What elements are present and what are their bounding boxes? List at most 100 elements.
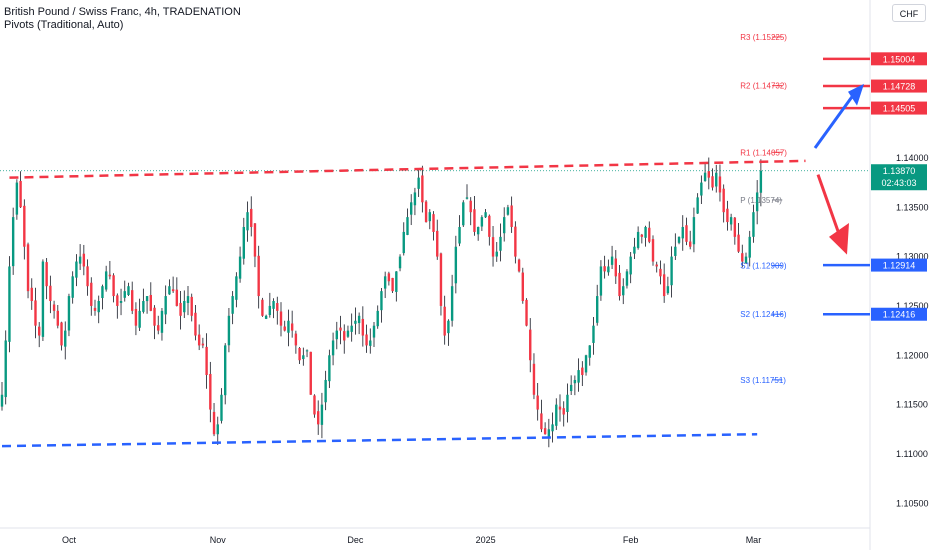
candle-body: [629, 256, 632, 275]
candle-body: [755, 192, 759, 212]
candle-body: [116, 295, 119, 306]
level-price-tag: [871, 79, 927, 93]
candle-body: [588, 345, 591, 358]
candle-body: [700, 182, 703, 196]
candle-body: [45, 262, 48, 287]
candle-body: [4, 340, 7, 398]
candle-body: [577, 370, 580, 383]
candle-body: [354, 320, 357, 324]
level-price-tag: [871, 258, 927, 272]
candle-body: [190, 296, 193, 316]
candle-body: [11, 217, 15, 267]
candle-body: [666, 286, 670, 294]
candle-body: [558, 406, 562, 410]
currency-badge[interactable]: CHF: [892, 4, 926, 22]
x-tick-label: Oct: [62, 535, 77, 545]
candle-body: [651, 239, 655, 262]
y-tick-label: 1.12000: [896, 350, 929, 360]
candle-body: [160, 310, 164, 333]
x-tick-label: Feb: [623, 535, 639, 545]
candle-body: [183, 301, 186, 313]
candle-body: [514, 226, 517, 257]
candle-body: [350, 325, 353, 332]
candle-body: [391, 277, 394, 292]
candle-body: [205, 346, 208, 376]
candle-body: [729, 217, 733, 225]
candle-body: [78, 256, 82, 264]
down-arrow-icon: [829, 223, 849, 255]
candle-body: [320, 404, 324, 425]
candle-body: [298, 348, 301, 361]
candle-body: [447, 320, 450, 334]
candle-body: [614, 258, 617, 277]
candle-body: [607, 266, 610, 273]
candle-body: [484, 212, 487, 218]
candle-body: [488, 215, 491, 237]
candle-body: [476, 226, 480, 235]
pivot-label: S3 (1.11751): [740, 376, 786, 385]
candle-body: [34, 300, 37, 326]
candle-body: [194, 312, 197, 336]
candle-body: [343, 331, 346, 341]
candle-body: [715, 172, 718, 187]
y-tick-label: 1.12500: [896, 301, 929, 311]
x-tick-label: Dec: [347, 535, 364, 545]
candle-body: [569, 384, 573, 392]
candle-body: [603, 266, 606, 272]
up-arrow-shaft: [813, 95, 854, 149]
candle-body: [331, 340, 335, 356]
candle-body: [510, 205, 513, 227]
candle-body: [242, 226, 245, 259]
candle-body: [313, 395, 316, 415]
support-trendline[interactable]: [1, 432, 758, 448]
candle-body: [157, 325, 160, 331]
candle-body: [212, 411, 216, 435]
candle-body: [49, 285, 52, 302]
candle-body: [134, 308, 138, 326]
level-price-label: 1.12914: [883, 261, 916, 271]
resistance-trendline[interactable]: [9, 159, 806, 179]
candle-body: [8, 266, 11, 342]
level-price-tag: [871, 52, 927, 66]
down-arrow-shaft: [816, 174, 842, 238]
candle-body: [633, 246, 636, 254]
candle-body: [149, 294, 152, 311]
candle-body: [506, 207, 510, 215]
candle-body: [305, 350, 309, 352]
candle-body: [339, 327, 342, 331]
indicator-label[interactable]: Pivots (Traditional, Auto): [4, 19, 124, 31]
candle-body: [677, 236, 681, 243]
candle-body: [294, 333, 298, 346]
candle-body: [346, 330, 350, 337]
candle-body: [640, 234, 644, 237]
candle-body: [93, 307, 97, 311]
candle-body: [56, 310, 59, 326]
candle-body: [759, 170, 763, 193]
candle-body: [529, 329, 532, 361]
candle-body: [328, 355, 331, 382]
candle-body: [421, 175, 424, 203]
candle-body: [689, 241, 692, 247]
candle-body: [112, 275, 115, 297]
candle-body: [171, 289, 175, 292]
candle-body: [186, 296, 190, 303]
candle-body: [744, 256, 748, 263]
candle-body: [711, 176, 714, 188]
candle-body: [581, 367, 584, 376]
candle-body: [703, 172, 707, 182]
candle-body: [670, 256, 673, 286]
y-tick-label: 1.13000: [896, 252, 929, 262]
candle-body: [644, 226, 647, 238]
candle-body: [276, 303, 279, 311]
candle-body: [60, 322, 63, 346]
candle-body: [268, 305, 272, 315]
candle-body: [707, 171, 710, 178]
pivot-label: R2 (1.14732): [740, 82, 787, 91]
candle-body: [454, 246, 458, 284]
candle-body: [290, 323, 294, 331]
candle-body: [685, 225, 688, 242]
candle-body: [491, 237, 495, 257]
candle-body: [90, 282, 93, 306]
pivot-label: R1 (1.14057): [740, 148, 787, 157]
